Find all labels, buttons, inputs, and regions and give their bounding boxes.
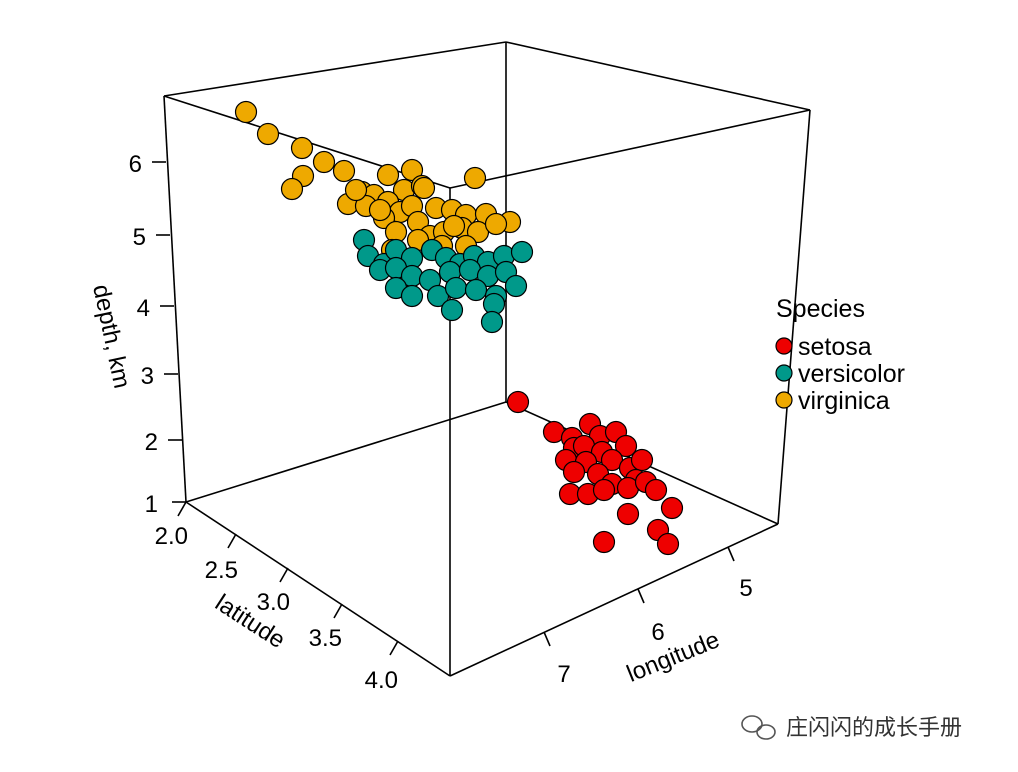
- lat-tick-label: 2.0: [155, 523, 188, 550]
- z-tick-label: 1: [145, 491, 158, 518]
- legend-marker-versicolor: [775, 364, 793, 382]
- legend: Species setosa versicolor virginica: [775, 295, 905, 415]
- box-edge: [505, 41, 811, 111]
- data-point-virginica: [280, 177, 304, 201]
- data-point-versicolor: [480, 310, 504, 334]
- data-point-setosa: [614, 434, 638, 458]
- lat-tick-mark: [389, 640, 399, 656]
- data-point-versicolor: [464, 278, 488, 302]
- lon-tick-mark: [543, 631, 551, 647]
- lon-tick-mark: [727, 546, 735, 562]
- legend-label-setosa: setosa: [798, 333, 872, 361]
- data-point-setosa: [660, 496, 684, 520]
- z-axis-label: depth, km: [87, 282, 135, 391]
- data-point-setosa: [592, 530, 616, 554]
- lat-tick-mark: [333, 603, 343, 619]
- watermark: 庄闪闪的成长手册: [741, 715, 962, 741]
- data-point-virginica: [290, 136, 314, 160]
- z-tick-label: 4: [137, 295, 150, 322]
- data-point-virginica: [332, 159, 356, 183]
- data-point-virginica: [400, 158, 424, 182]
- data-point-virginica: [376, 163, 400, 187]
- data-points: [234, 100, 684, 556]
- lat-tick-label: 3.0: [257, 589, 290, 616]
- lon-tick-label: 7: [557, 661, 570, 688]
- data-point-versicolor: [440, 298, 464, 322]
- data-point-virginica: [312, 150, 336, 174]
- lat-tick-mark: [177, 501, 187, 517]
- data-point-setosa: [616, 502, 640, 526]
- data-point-setosa: [656, 532, 680, 556]
- box-edge: [163, 41, 507, 97]
- data-point-virginica: [484, 212, 508, 236]
- watermark-text: 庄闪闪的成长手册: [786, 716, 962, 741]
- data-point-setosa: [506, 390, 530, 414]
- data-point-virginica: [412, 176, 436, 200]
- data-point-virginica: [463, 166, 487, 190]
- data-point-setosa: [630, 448, 654, 472]
- box-edge: [449, 523, 779, 677]
- z-axis: 1 2 3 4 5 6 depth, km: [87, 151, 186, 518]
- legend-label-versicolor: versicolor: [798, 360, 905, 388]
- data-point-setosa: [644, 478, 668, 502]
- series-setosa: [506, 390, 684, 556]
- data-point-virginica: [442, 214, 466, 238]
- series-versicolor: [352, 228, 534, 334]
- z-tick-label: 3: [141, 363, 154, 390]
- lat-tick-label: 4.0: [365, 667, 398, 694]
- data-point-versicolor: [504, 274, 528, 298]
- z-tick-label: 6: [129, 151, 142, 178]
- data-point-setosa: [592, 478, 616, 502]
- data-point-versicolor: [400, 284, 424, 308]
- lat-tick-label: 2.5: [205, 557, 238, 584]
- data-point-virginica: [344, 178, 368, 202]
- box-edge: [449, 109, 811, 189]
- lat-tick-mark: [227, 533, 237, 549]
- z-tick-label: 2: [145, 429, 158, 456]
- z-tick-label: 5: [133, 224, 146, 251]
- data-point-virginica: [256, 122, 280, 146]
- lon-tick-label: 6: [651, 619, 664, 646]
- lon-tick-label: 5: [739, 575, 752, 602]
- box-edge: [185, 501, 451, 677]
- data-point-virginica: [234, 100, 258, 124]
- longitude-axis-label: longitude: [623, 626, 723, 688]
- latitude-axis: 2.0 2.5 3.0 3.5 4.0 latitude: [155, 501, 399, 694]
- box-edge: [163, 95, 187, 503]
- box-edge: [777, 109, 811, 525]
- data-point-versicolor: [444, 276, 468, 300]
- lat-tick-mark: [279, 567, 289, 583]
- legend-marker-setosa: [775, 337, 793, 355]
- lon-tick-mark: [637, 588, 645, 604]
- legend-label-virginica: virginica: [798, 387, 890, 415]
- data-point-versicolor: [510, 240, 534, 264]
- lat-tick-label: 3.5: [309, 625, 342, 652]
- legend-marker-virginica: [775, 391, 793, 409]
- box-edge: [185, 401, 507, 503]
- series-virginica: [234, 100, 522, 262]
- legend-title: Species: [776, 295, 865, 323]
- wechat-icon: [741, 715, 776, 740]
- data-point-setosa: [562, 460, 586, 484]
- data-point-virginica: [368, 198, 392, 222]
